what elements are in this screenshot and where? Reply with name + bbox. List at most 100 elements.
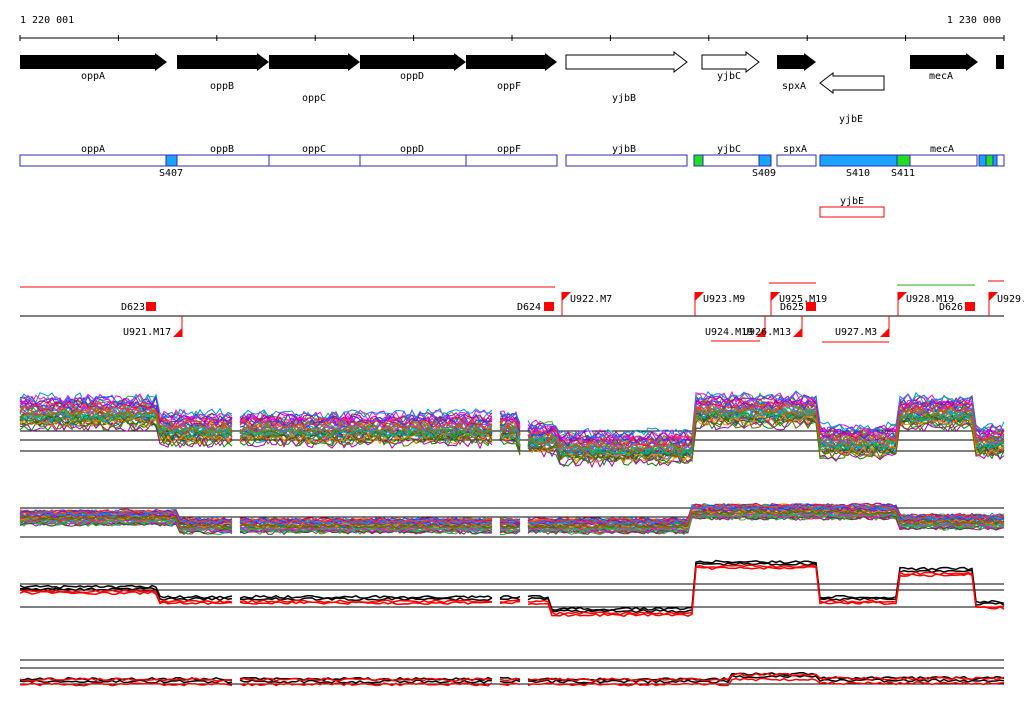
signal-trace: [19, 584, 233, 599]
d-marker-d624[interactable]: [544, 302, 554, 311]
segment-end[interactable]: [996, 154, 1005, 167]
d-label-d624: D624: [517, 302, 541, 313]
signal-trace: [239, 523, 493, 530]
segment-green-a[interactable]: [693, 154, 704, 167]
signal-trace: [499, 415, 521, 433]
ruler-start-label: 1 220 001: [20, 15, 74, 26]
u-flag-u923[interactable]: [695, 292, 704, 301]
segment-highlight-s409[interactable]: [758, 154, 772, 167]
segment-label-yjbc: yjbC: [717, 144, 741, 155]
signal-trace: [239, 599, 493, 604]
segment-highlight-end-b[interactable]: [992, 154, 998, 167]
u-flag-u925[interactable]: [771, 292, 780, 301]
gene-arrow-yjbc[interactable]: [701, 50, 760, 74]
signal-trace: [499, 599, 520, 603]
gene-arrow-meca[interactable]: [910, 53, 978, 71]
d-marker-d623[interactable]: [146, 302, 156, 311]
signal-trace: [19, 512, 233, 526]
gene-arrow-oppb[interactable]: [177, 53, 269, 71]
segment-oppd[interactable]: [359, 154, 467, 167]
gene-arrow-partial[interactable]: [996, 55, 1004, 69]
signal-trace: [527, 390, 1005, 439]
signal-trace: [19, 518, 233, 532]
gene-arrow-yjbb[interactable]: [565, 50, 688, 74]
segment-label-oppc: oppC: [302, 144, 326, 155]
signal-trace: [527, 503, 1005, 524]
signal-trace: [499, 425, 521, 447]
gene-arrow-oppa[interactable]: [20, 53, 167, 71]
gene-label-oppd: oppD: [400, 71, 424, 82]
segment-green-end[interactable]: [985, 154, 994, 167]
signal-trace: [527, 414, 1005, 464]
segment-oppa[interactable]: [19, 154, 167, 167]
signal-trace: [239, 432, 493, 445]
signal-trace: [499, 679, 521, 684]
segment-yjbb[interactable]: [565, 154, 688, 167]
gene-arrow-oppc[interactable]: [269, 53, 360, 71]
d-label-d625: D625: [780, 302, 804, 313]
signal-trace: [239, 410, 493, 423]
s-marker-s410: S410: [846, 168, 870, 179]
d-marker-d625[interactable]: [806, 302, 816, 311]
segment-label-meca: mecA: [930, 144, 954, 155]
u-label-u923: U923.M9: [703, 294, 745, 305]
signal-trace: [499, 527, 521, 532]
signal-trace: [239, 423, 493, 435]
u-flag-u921[interactable]: [173, 328, 182, 337]
signal-trace: [239, 415, 493, 429]
segment-label-oppa: oppA: [81, 144, 105, 155]
u-flag-u924[interactable]: [756, 328, 765, 337]
signal-track-pair-lower: [19, 659, 1005, 687]
segment-highlight-end-a[interactable]: [978, 154, 987, 167]
u-label-u929: U929.: [997, 294, 1024, 305]
segment-oppc[interactable]: [268, 154, 361, 167]
u-flag-u929[interactable]: [989, 292, 998, 301]
ruler-ticks: [19, 35, 1005, 41]
signal-trace: [19, 509, 233, 524]
segment-highlight-s410[interactable]: [819, 154, 898, 167]
segment-spxa[interactable]: [776, 154, 817, 167]
signal-trace: [528, 509, 1005, 530]
gene-arrow-oppf[interactable]: [466, 53, 557, 71]
signal-trace: [527, 394, 1005, 443]
signal-trace: [499, 523, 521, 529]
signal-trace: [239, 434, 493, 447]
segment-yjbe-lower[interactable]: [819, 206, 885, 218]
signal-trace: [19, 589, 233, 604]
gene-label-yjbb: yjbB: [612, 93, 636, 104]
segment-track: oppA oppB oppC oppD oppF yjbB yjbC spxA …: [19, 144, 1005, 218]
signal-trace: [239, 682, 493, 687]
segment-oppf[interactable]: [465, 154, 558, 167]
signal-trace: [19, 590, 233, 606]
gene-arrow-oppd[interactable]: [360, 53, 466, 71]
u-flag-u922[interactable]: [562, 292, 571, 301]
signal-trace: [19, 407, 233, 435]
signal-trace: [527, 562, 1005, 614]
signal-trace: [527, 418, 1005, 467]
gene-arrow-yjbe[interactable]: [819, 71, 885, 95]
segment-oppb[interactable]: [176, 154, 270, 167]
segment-yjbc[interactable]: [702, 154, 760, 167]
segment-green-s411[interactable]: [896, 154, 911, 167]
segment-meca[interactable]: [909, 154, 978, 167]
signal-trace: [527, 564, 1005, 616]
u-flag-u927[interactable]: [880, 328, 889, 337]
signal-trace: [239, 596, 493, 602]
signal-trace: [239, 526, 493, 533]
signal-trace: [239, 425, 493, 439]
gene-label-oppa: oppA: [81, 71, 105, 82]
coordinate-ruler: 1 220 001 1 230 000: [19, 15, 1005, 41]
gene-arrow-spxa[interactable]: [777, 53, 816, 71]
u-flag-u926[interactable]: [793, 328, 802, 337]
segment-highlight-s407[interactable]: [165, 154, 178, 167]
signal-trace: [239, 526, 493, 533]
u-flag-u928[interactable]: [898, 292, 907, 301]
signal-trace: [19, 400, 233, 429]
d-marker-d626[interactable]: [965, 302, 975, 311]
signal-trace: [19, 515, 233, 529]
gene-label-oppb: oppB: [210, 81, 234, 92]
d-label-d623: D623: [121, 302, 145, 313]
gene-label-oppf: oppF: [497, 81, 521, 92]
signal-trace: [527, 565, 1005, 618]
signal-trace: [239, 437, 493, 450]
